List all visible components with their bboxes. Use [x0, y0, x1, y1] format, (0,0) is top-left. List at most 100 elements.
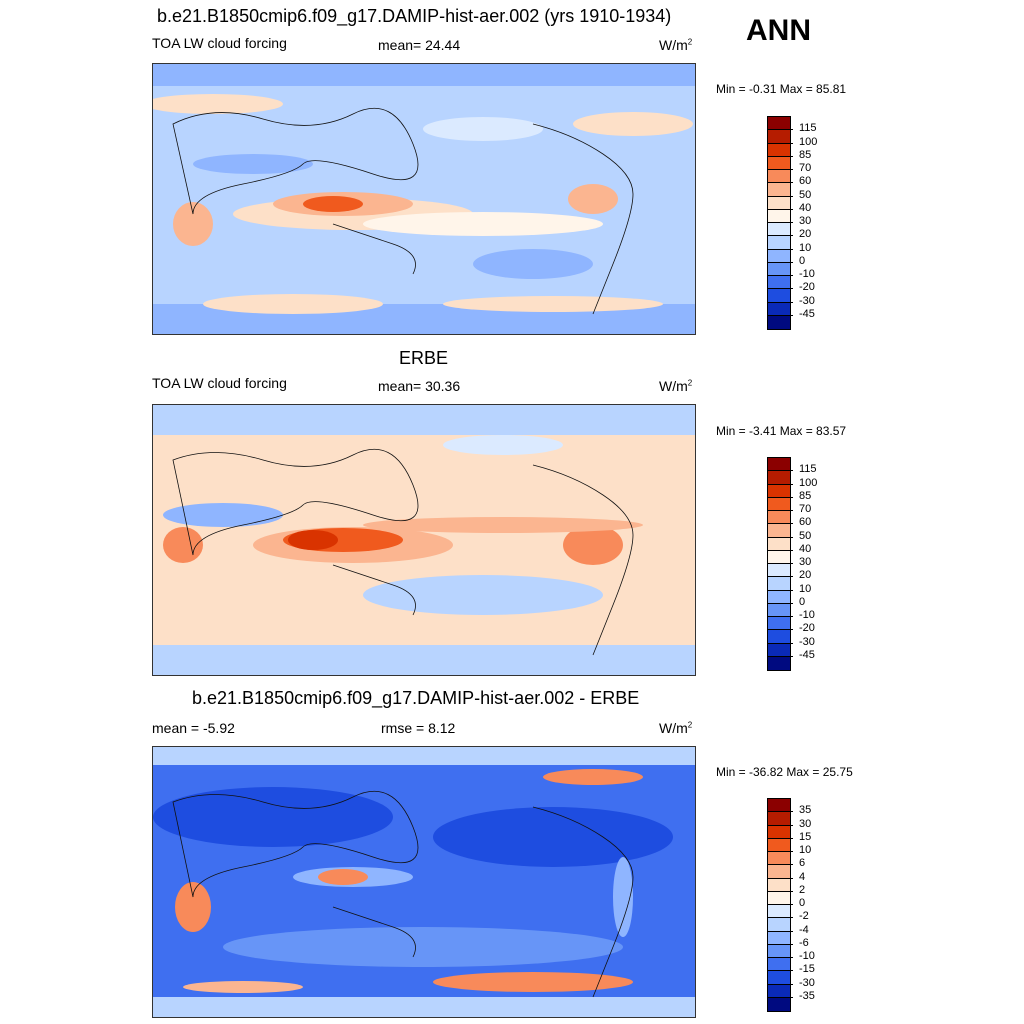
- colorbar-label: 50: [799, 188, 812, 201]
- colorbar-tick: [789, 616, 793, 617]
- colorbar-swatch: [767, 970, 791, 985]
- colorbar-tick: [789, 563, 793, 564]
- colorbar-swatch: [767, 288, 791, 303]
- panel2-units: W/m2: [659, 378, 693, 394]
- colorbar-label: 10: [799, 582, 812, 595]
- map-difference: [152, 746, 696, 1018]
- colorbar-tick: [789, 129, 793, 131]
- colorbar-tick: [789, 314, 793, 316]
- colorbar-label: 20: [799, 569, 812, 582]
- colorbar-label: 2: [799, 883, 806, 896]
- colorbar-swatch: [767, 877, 791, 892]
- panel3-units: W/m2: [659, 720, 693, 736]
- colorbar-label: -10: [799, 268, 815, 280]
- colorbar-tick: [789, 877, 793, 879]
- colorbar-swatch: [767, 510, 791, 525]
- colorbar-tick: [789, 248, 793, 250]
- colorbar-swatch: [767, 483, 791, 498]
- colorbar-tick: [789, 142, 793, 144]
- colorbar-swatch: [767, 301, 791, 316]
- panel2-title: ERBE: [399, 348, 449, 368]
- colorbar-tick: [789, 970, 793, 972]
- colorbar-swatch: [767, 457, 791, 472]
- panel3-title: b.e21.B1850cmip6.f09_g17.DAMIP-hist-aer.…: [192, 688, 640, 708]
- panel2-mean: mean= 30.36: [378, 378, 461, 394]
- colorbar-label: 60: [799, 516, 812, 529]
- colorbar-label: 20: [799, 228, 812, 241]
- colorbar-tick: [789, 155, 793, 157]
- panel1-left-label: TOA LW cloud forcing: [152, 35, 287, 51]
- colorbar-tick: [789, 483, 793, 485]
- colorbar-label: -20: [799, 281, 815, 294]
- colorbar-swatch: [767, 589, 791, 604]
- colorbar-label: 50: [799, 529, 812, 542]
- colorbar-swatch: [767, 116, 791, 131]
- colorbar-tick: [789, 275, 793, 276]
- colorbar-difference: 35 30 15 10 6 4 2 0 -2 -4 -6 -10 -15 -30 -35: [767, 798, 837, 1012]
- colorbar-label: -10: [799, 609, 815, 621]
- panel1-title: b.e21.B1850cmip6.f09_g17.DAMIP-hist-aer.…: [157, 6, 672, 26]
- colorbar-label: -4: [799, 923, 809, 936]
- colorbar-swatch: [767, 169, 791, 184]
- colorbar-swatch: [767, 616, 791, 631]
- colorbar-swatch: [767, 195, 791, 210]
- colorbar-tick: [789, 837, 793, 839]
- colorbar-label: 15: [799, 830, 812, 843]
- colorbar-label: -6: [799, 936, 809, 949]
- colorbar-label: -2: [799, 910, 809, 923]
- colorbar-label: 70: [799, 503, 812, 515]
- colorbar-label: 30: [799, 817, 812, 830]
- colorbar-swatch: [767, 983, 791, 998]
- colorbar-tick: [789, 851, 793, 852]
- colorbar-label: 10: [799, 241, 812, 254]
- colorbar-label: -30: [799, 635, 815, 648]
- colorbar-label: 85: [799, 148, 812, 161]
- colorbar-swatch: [767, 549, 791, 564]
- colorbar-label: -20: [799, 622, 815, 635]
- colorbar-swatch: [767, 261, 791, 276]
- colorbar-swatch: [767, 811, 791, 826]
- colorbar-tick: [789, 169, 793, 170]
- map-erbe: [152, 404, 696, 676]
- colorbar-tick: [789, 957, 793, 958]
- colorbar-label: 40: [799, 201, 812, 214]
- colorbar-label: -45: [799, 648, 815, 661]
- colorbar-label: 70: [799, 162, 812, 174]
- colorbar-swatch: [767, 837, 791, 852]
- colorbar-label: 85: [799, 489, 812, 502]
- colorbar-tick: [789, 904, 793, 905]
- colorbar-label: 0: [799, 897, 806, 909]
- colorbar-swatch: [767, 957, 791, 972]
- colorbar-label: 30: [799, 556, 812, 568]
- colorbar-tick: [789, 288, 793, 290]
- colorbar-label: 40: [799, 542, 812, 555]
- colorbar-tick: [789, 917, 793, 919]
- colorbar-tick: [789, 655, 793, 657]
- panel1-units: W/m2: [659, 37, 693, 53]
- colorbar-swatch: [767, 930, 791, 945]
- colorbar-swatch: [767, 996, 791, 1012]
- panel1-mean: mean= 24.44: [378, 37, 461, 53]
- colorbar-label: -10: [799, 950, 815, 962]
- colorbar-erbe: 115 100 85 70 60 50 40 30 20 10 0 -10 -20 -30 -45: [767, 457, 837, 671]
- colorbar-label: 35: [799, 804, 812, 817]
- colorbar-model: 115 100 85 70 60 50 40 30 20 10 0 -10 -20 -30 -45: [767, 116, 837, 330]
- colorbar-tick: [789, 864, 793, 866]
- colorbar-tick: [789, 996, 793, 998]
- colorbar-tick: [789, 549, 793, 551]
- colorbar-swatch: [767, 943, 791, 958]
- panel3-mean: mean = -5.92: [152, 720, 235, 736]
- colorbar-tick: [789, 536, 793, 538]
- panel2-minmax: Min = -3.41 Max = 83.57: [716, 424, 847, 438]
- colorbar-tick: [789, 890, 793, 892]
- colorbar-tick: [789, 824, 793, 826]
- colorbar-swatch: [767, 890, 791, 905]
- colorbar-label: 0: [799, 254, 806, 267]
- colorbar-swatch: [767, 496, 791, 511]
- colorbar-swatch: [767, 798, 791, 813]
- colorbar-tick: [789, 629, 793, 631]
- colorbar-swatch: [767, 275, 791, 290]
- colorbar-label: 100: [799, 476, 818, 489]
- colorbar-tick: [789, 301, 793, 303]
- colorbar-swatch: [767, 142, 791, 157]
